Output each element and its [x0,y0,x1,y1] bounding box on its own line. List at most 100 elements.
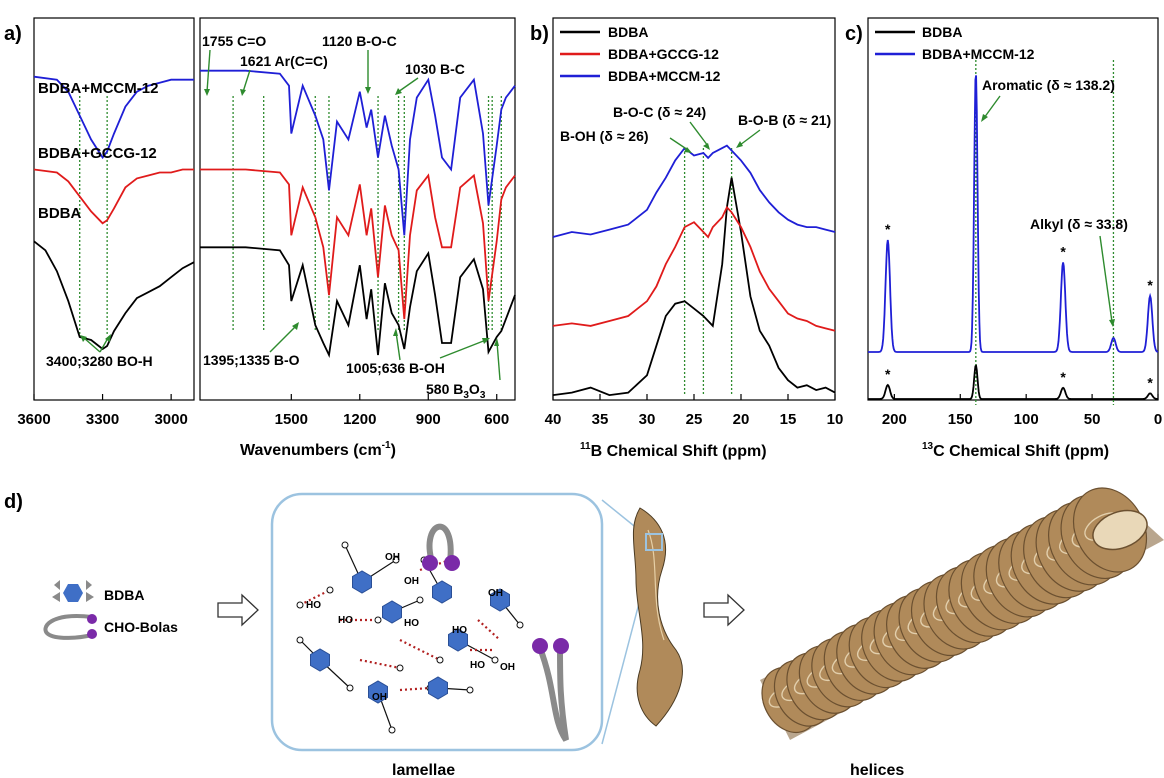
bdba-ring-4 [490,588,510,612]
atom-o-6 [491,656,499,664]
atom-o-3 [346,684,354,692]
annotation-b3o3: 580 B3O3 [426,381,486,401]
caption-lamellae: lamellae [392,762,455,778]
a-tick-label-1-3: 600 [484,411,509,428]
ir-line-3 [200,69,516,236]
series-label-mccm: BDBA+MCCM-12 [38,80,158,97]
bdba-ring-6 [368,680,388,704]
legend-bdba: BDBA [104,587,144,603]
bolas-head-2 [444,555,460,571]
peak-star-1-3: * [1147,374,1153,390]
a-tick-label-1-2: 900 [416,411,441,428]
molecule-label-4: HO [470,660,485,671]
annotation-1755: 1755 C=O [202,33,266,49]
annotation-1621: 1621 Ar(C=C) [240,53,328,69]
panel-a-left-frame [33,17,195,401]
panel-a: 3600 3300 3000 1500 1200 900 600 BDBA+MCCM-12 … [17,17,516,459]
lamellae-box [270,492,604,752]
legend-label-bdba-c: BDBA [922,24,962,40]
zoom-box [645,533,663,551]
ir-line-4 [200,168,516,320]
bdba-ring-5 [448,628,468,652]
h-bond-5 [399,686,431,692]
panel-c: 200 150 100 50 0 BDBA BDBA+MCCM-12 Aromatic … [867,17,1162,460]
molecule-label-6: OH [404,576,419,587]
bolas-head-4 [553,638,569,654]
a-tick-label-0-0: 3600 [17,411,50,428]
legend-label-gccg: BDBA+GCCG-12 [608,46,719,62]
panel-a-x-ticks: 3600 3300 3000 1500 1200 900 600 [17,394,509,428]
ir-line-1 [33,168,194,225]
ir-line-5 [200,246,516,359]
panel-a-annotation-arrows [80,49,501,381]
legend-cho-bolas: CHO-Bolas [104,619,178,635]
atom-o-5 [516,621,524,629]
molecule-label-1: HO [338,615,353,626]
bdba-ring-3 [432,580,452,604]
peak-star-0-0: * [885,221,891,237]
panel-a-spectra [33,69,516,359]
c-tick-label-3: 50 [1084,411,1101,428]
c-tick-label-0: 200 [882,411,907,428]
panel-c-x-ticks: 200 150 100 50 0 [882,394,1162,428]
ir-line-0 [33,75,194,160]
panel-a-x-axis-label: Wavenumbers (cm-1) [240,440,396,459]
annotation-1030: 1030 B-C [405,61,465,77]
molecule-label-9: OH [500,662,515,673]
a-tick-label-0-2: 3000 [154,411,187,428]
peak-star-1-0: * [885,366,891,382]
panel-b-spectra [552,144,836,397]
atom-o-11 [326,586,334,594]
bolas-chain-1 [426,523,454,563]
annotation-aromatic: Aromatic (δ ≈ 138.2) [982,77,1115,93]
peak-star-0-2: * [1060,243,1066,259]
atom-o-7 [388,726,396,734]
bolas-head-1 [422,555,438,571]
caption-helices: helices [850,762,904,778]
panel-b: 40 35 30 25 20 15 10 BDBA BDBA+GCCG-12 BDBA+MC… [545,17,844,460]
schematic-legend: BDBA CHO-Bolas [43,580,178,640]
b-tick-label-6: 10 [827,411,844,428]
b-tick-label-5: 15 [780,411,797,428]
peak-star-0-4: * [1147,277,1153,293]
panel-c-x-axis-label: 13C Chemical Shift (ppm) [922,441,1109,460]
bdba-ring-2 [382,600,402,624]
series-label-gccg: BDBA+GCCG-12 [38,145,157,162]
a-tick-label-1-1: 1200 [343,411,376,428]
bdba-ring-0 [352,570,372,594]
annotation-alkyl: Alkyl (δ ≈ 33.8) [1030,216,1128,232]
panel-label-d: d) [4,491,23,513]
b-tick-label-4: 20 [733,411,750,428]
cho-bolas-icon [43,614,97,640]
annotation-bo: 1395;1335 B-O [203,352,300,368]
molecule-label-0: HO [306,600,321,611]
a-tick-label-1-0: 1500 [275,411,308,428]
b-tick-label-0: 40 [545,411,562,428]
panel-a-guide-lines [79,96,502,335]
b-tick-label-2: 30 [639,411,656,428]
atom-o-4 [416,596,424,604]
atom-o-2 [296,636,304,644]
bdba-icon [52,580,94,602]
legend-label-bdba: BDBA [608,24,648,40]
annotation-b-oh: 1005;636 B-OH [346,360,445,376]
c-tick-label-2: 100 [1014,411,1039,428]
molecule-label-3: HO [452,625,467,636]
atom-o-14 [396,664,404,672]
legend-label-mccm: BDBA+MCCM-12 [608,68,721,84]
panel-b-legend: BDBA BDBA+GCCG-12 BDBA+MCCM-12 [560,24,721,84]
panel-c-spectra [868,75,1159,400]
panel-d: BDBA CHO-Bolas HO HO HO HO HO OH OH OH OH OH lame… [43,487,1164,778]
molecule-label-2: HO [404,618,419,629]
b-tick-label-3: 25 [686,411,703,428]
molecule-label-7: OH [488,588,503,599]
b-tick-label-1: 35 [592,411,609,428]
nmr11b-line-2 [552,144,836,238]
nmr13c-line-0 [868,75,1159,353]
c-tick-label-1: 150 [948,411,973,428]
annotation-b-oh-11b: B-OH (δ ≈ 26) [560,128,649,144]
arrow-right-icon [217,593,259,627]
panel-b-x-axis-label: 11B Chemical Shift (ppm) [580,441,767,460]
atom-o-13 [436,656,444,664]
